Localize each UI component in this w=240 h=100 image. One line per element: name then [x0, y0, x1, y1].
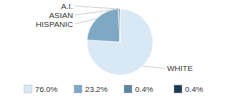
legend-label: 23.2% — [85, 85, 108, 94]
pie-slice — [118, 9, 120, 42]
annotations: WHITE HISPANICASIANA.I. — [36, 2, 193, 73]
legend-item: 76.0% — [24, 85, 58, 94]
leader-line — [143, 66, 165, 68]
legend-swatch — [174, 85, 182, 93]
legend-item: 0.4% — [124, 85, 153, 94]
legend-label: 0.4% — [135, 85, 153, 94]
annotation: HISPANIC — [36, 20, 73, 29]
annotation: ASIAN — [49, 11, 73, 20]
pie-slice — [119, 9, 121, 42]
pie-slice — [87, 9, 120, 42]
legend-swatch — [124, 85, 132, 93]
chart: WHITE HISPANICASIANA.I. 76.0% 23.2% 0.4% 0.4% — [0, 0, 240, 100]
legend-item: 0.4% — [174, 85, 203, 94]
leader-line — [75, 6, 120, 9]
legend-label: 0.4% — [185, 85, 203, 94]
leader-lines — [75, 6, 165, 68]
leader-line — [75, 19, 97, 24]
annotation: A.I. — [61, 2, 73, 11]
legend-swatch — [74, 85, 82, 93]
leader-line — [75, 9, 119, 15]
legend: 76.0% 23.2% 0.4% 0.4% — [24, 85, 203, 94]
pie — [87, 9, 153, 75]
legend-item: 23.2% — [74, 85, 108, 94]
legend-swatch — [24, 85, 32, 93]
legend-label: 76.0% — [35, 85, 58, 94]
pie-slice — [87, 9, 153, 75]
annotation: WHITE — [167, 64, 193, 73]
